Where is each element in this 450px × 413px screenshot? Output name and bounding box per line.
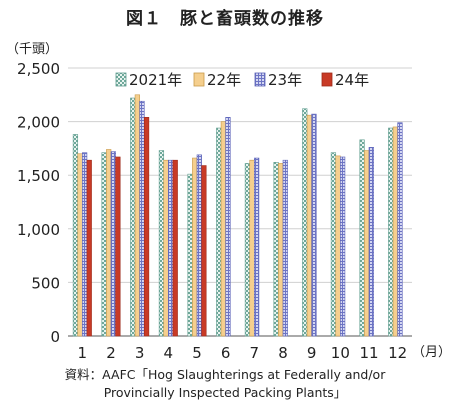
legend-label: 22年 bbox=[207, 71, 241, 89]
legend-swatch bbox=[254, 72, 266, 87]
bar bbox=[364, 150, 370, 337]
bar bbox=[368, 147, 374, 337]
y-axis-unit-label: （千頭） bbox=[6, 42, 59, 57]
bars bbox=[72, 94, 403, 337]
y-tick-label: 0 bbox=[50, 328, 60, 346]
bar bbox=[282, 159, 288, 337]
bar bbox=[388, 127, 394, 337]
y-tick-label: 500 bbox=[31, 274, 60, 292]
y-tick-label: 2,000 bbox=[17, 114, 60, 132]
legend-label: 23年 bbox=[268, 71, 302, 89]
bar bbox=[306, 114, 312, 337]
x-tick-label: 2 bbox=[106, 344, 116, 362]
bar bbox=[101, 152, 107, 337]
x-tick-label: 3 bbox=[135, 344, 145, 362]
x-tick-label: 6 bbox=[221, 344, 231, 362]
bar bbox=[106, 149, 112, 337]
bar bbox=[340, 156, 346, 337]
bar bbox=[72, 134, 79, 337]
bar bbox=[278, 163, 284, 337]
x-tick-label: 11 bbox=[359, 344, 378, 362]
bar bbox=[77, 153, 83, 337]
x-axis-unit-label: （月） bbox=[412, 345, 450, 360]
x-tick-label: 8 bbox=[278, 344, 288, 362]
legend: 2021年 22年 23年 24年 bbox=[115, 71, 369, 89]
bar bbox=[172, 159, 178, 337]
bar bbox=[302, 108, 308, 337]
bar bbox=[130, 97, 136, 337]
bar bbox=[82, 152, 88, 337]
bar bbox=[143, 117, 150, 337]
bar bbox=[158, 150, 165, 337]
bar bbox=[110, 151, 116, 337]
bar bbox=[139, 100, 145, 337]
bar bbox=[273, 162, 279, 337]
bar bbox=[134, 94, 140, 337]
bar bbox=[397, 122, 403, 337]
bar bbox=[220, 121, 226, 337]
bar bbox=[86, 159, 92, 337]
x-tick-label: 7 bbox=[250, 344, 260, 362]
y-tick-label: 1,500 bbox=[17, 167, 60, 185]
legend-swatch bbox=[193, 72, 205, 87]
bar bbox=[254, 157, 260, 337]
bar bbox=[359, 139, 365, 337]
bar bbox=[187, 173, 193, 337]
bar bbox=[216, 127, 222, 337]
bar bbox=[163, 159, 169, 337]
legend-swatch bbox=[321, 72, 333, 87]
bar bbox=[335, 155, 341, 337]
bar bbox=[244, 163, 251, 337]
x-tick-label: 12 bbox=[388, 344, 407, 362]
legend-label: 2021年 bbox=[129, 71, 182, 89]
bar bbox=[249, 159, 255, 337]
source-line-2: Provincially Inspected Packing Plants」 bbox=[103, 385, 347, 400]
legend-label: 24年 bbox=[335, 71, 369, 89]
grid-lines bbox=[68, 67, 412, 283]
x-tick-label: 4 bbox=[164, 344, 174, 362]
x-tick-label: 9 bbox=[307, 344, 317, 362]
x-tick-label: 5 bbox=[192, 344, 202, 362]
x-tick-label: 1 bbox=[78, 344, 88, 362]
bar bbox=[330, 152, 337, 337]
y-tick-label: 1,000 bbox=[17, 221, 60, 239]
x-tick-label: 10 bbox=[331, 344, 350, 362]
bar bbox=[192, 157, 198, 337]
source-line-1: 資料：AAFC「Hog Slaughterings at Federally a… bbox=[64, 367, 386, 382]
source-note: 資料：AAFC「Hog Slaughterings at Federally a… bbox=[0, 366, 450, 402]
bar bbox=[225, 117, 231, 337]
bar bbox=[168, 159, 174, 337]
legend-swatch bbox=[115, 72, 127, 87]
bar bbox=[392, 126, 398, 337]
bar bbox=[201, 165, 207, 337]
bar bbox=[115, 156, 121, 337]
bar bbox=[196, 154, 202, 337]
bar bbox=[311, 113, 317, 337]
y-tick-label: 2,500 bbox=[17, 60, 60, 78]
chart-title: 図１ 豚と畜頭数の推移 bbox=[126, 9, 324, 29]
